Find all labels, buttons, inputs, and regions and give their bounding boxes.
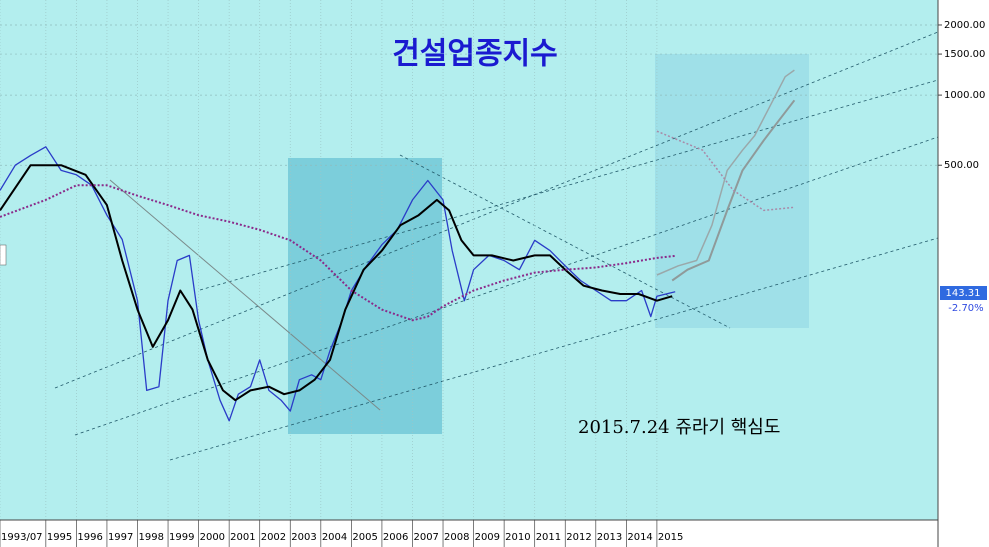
x-tick-label: 1993/07 (1, 532, 43, 543)
x-tick-label: 2009 (475, 532, 500, 543)
scroll-handle[interactable] (0, 244, 7, 266)
x-tick-label: 2000 (200, 532, 225, 543)
trend-line (399, 154, 731, 329)
x-tick-label: 2003 (291, 532, 316, 543)
trend-line (109, 179, 381, 411)
x-tick-label: 2007 (413, 532, 438, 543)
x-tick-label: 1997 (108, 532, 133, 543)
x-tick-label: 1995 (47, 532, 72, 543)
series-line (656, 69, 795, 276)
x-tick-label: 2005 (352, 532, 377, 543)
overlays (0, 31, 939, 461)
price-tag-box (940, 286, 987, 300)
x-tick-label: 2002 (261, 532, 286, 543)
plot-background (0, 0, 938, 520)
x-tick-label: 2012 (566, 532, 591, 543)
marks (0, 69, 796, 422)
channel-line (74, 136, 939, 436)
annotation: 2015.7.24 쥬라기 핵심도 (578, 417, 780, 438)
x-tick-label: 2008 (444, 532, 469, 543)
y-tick-label: 1000.00 (944, 90, 985, 101)
grid (0, 0, 938, 520)
x-tick-label: 2004 (322, 532, 347, 543)
y-tick-label: 2000.00 (944, 20, 985, 31)
x-tick-label: 1999 (169, 532, 194, 543)
channel-line (54, 31, 939, 389)
y-tick-label: 500.00 (944, 160, 979, 171)
x-tick-label: 2006 (383, 532, 408, 543)
change-label: -2.70% (948, 303, 983, 314)
x-tick-label: 2014 (627, 532, 652, 543)
series-line (0, 164, 673, 402)
highlight-box (288, 158, 442, 434)
series-line (0, 184, 676, 322)
chart-title: 건설업종지수 (392, 37, 558, 72)
x-tick-label: 2011 (536, 532, 561, 543)
x-tick-label: 2015 (658, 532, 683, 543)
x-tick-label: 2013 (597, 532, 622, 543)
series-line (656, 130, 795, 212)
x-tick-label: 2010 (505, 532, 530, 543)
series-line (671, 99, 796, 282)
y-tick-label: 1500.00 (944, 49, 985, 60)
channel-line (169, 237, 939, 461)
x-tick-label: 1996 (77, 532, 102, 543)
channel-line (199, 79, 939, 291)
x-tick-label: 2001 (230, 532, 255, 543)
x-tick-label: 1998 (138, 532, 163, 543)
price-tag: 143.31 (946, 288, 981, 299)
